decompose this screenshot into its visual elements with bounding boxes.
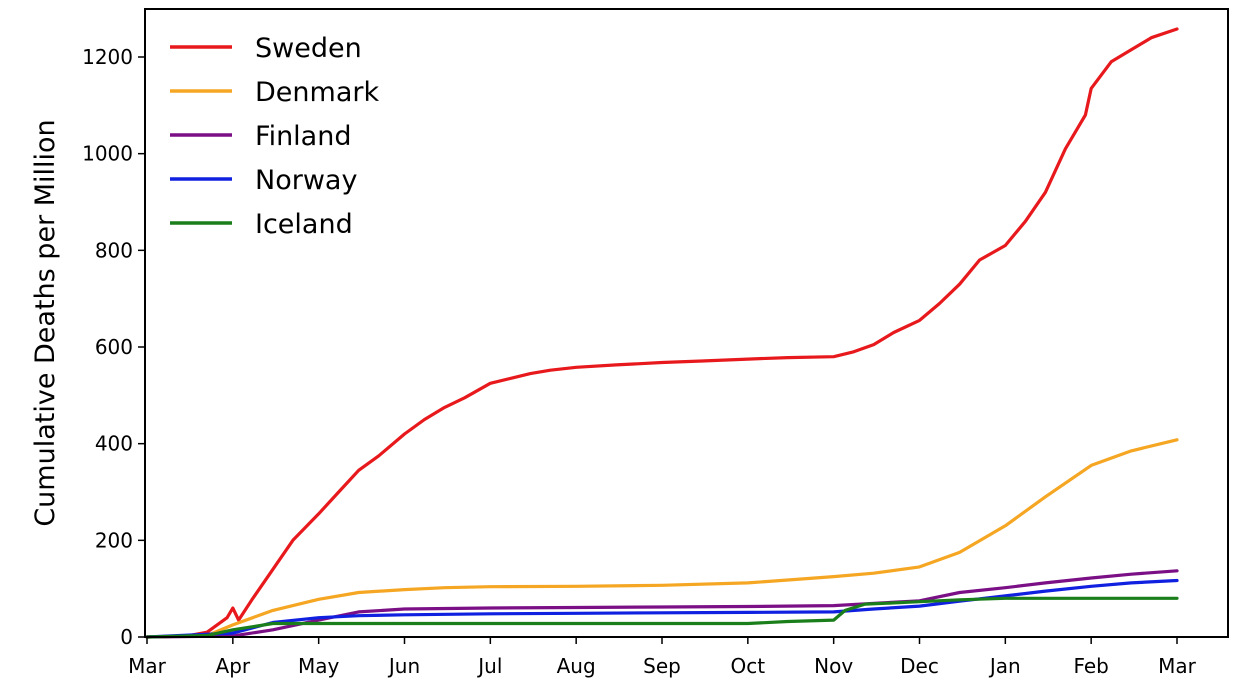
legend-label-denmark: Denmark bbox=[255, 77, 379, 108]
x-tick-label: Jan bbox=[988, 654, 1021, 678]
series-lines bbox=[145, 27, 1179, 639]
legend: Sweden Denmark Finland Norway Iceland bbox=[170, 33, 379, 240]
x-tick-label: Mar bbox=[1158, 654, 1197, 678]
legend-label-sweden: Sweden bbox=[255, 33, 362, 64]
x-tick-label: May bbox=[298, 654, 340, 678]
y-tick-label: 1200 bbox=[82, 45, 133, 69]
x-tick-label: Jul bbox=[476, 654, 502, 678]
series-line-norway bbox=[145, 578, 1179, 639]
x-axis: Mar Apr May Jun Jul Aug Sep Oct Nov Dec Jan Feb Mar bbox=[128, 637, 1197, 678]
x-tick-label: Mar bbox=[128, 654, 167, 678]
legend-label-finland: Finland bbox=[255, 121, 351, 152]
y-tick-label: 800 bbox=[95, 238, 133, 262]
x-tick-label: Apr bbox=[216, 654, 251, 678]
legend-label-iceland: Iceland bbox=[255, 209, 353, 240]
legend-label-norway: Norway bbox=[255, 165, 357, 196]
y-tick-label: 600 bbox=[95, 335, 133, 359]
y-axis-label: Cumulative Deaths per Million bbox=[30, 119, 61, 526]
x-tick-label: Feb bbox=[1073, 654, 1108, 678]
series-line-sweden bbox=[145, 27, 1179, 639]
y-tick-label: 400 bbox=[95, 432, 133, 456]
x-tick-label: Nov bbox=[814, 654, 853, 678]
series-line-denmark bbox=[145, 438, 1179, 639]
y-tick-label: 200 bbox=[95, 528, 133, 552]
plot-frame bbox=[144, 8, 1229, 638]
x-tick-label: Oct bbox=[731, 654, 766, 678]
series-line-finland bbox=[145, 569, 1179, 639]
y-axis: 0 200 400 600 800 1000 1200 bbox=[82, 45, 145, 649]
x-tick-label: Aug bbox=[557, 654, 596, 678]
x-tick-label: Sep bbox=[643, 654, 681, 678]
x-tick-label: Jun bbox=[387, 654, 420, 678]
series-line-iceland bbox=[145, 596, 1179, 639]
y-tick-label: 1000 bbox=[82, 142, 133, 166]
x-tick-label: Dec bbox=[900, 654, 939, 678]
y-tick-label: 0 bbox=[120, 625, 133, 649]
